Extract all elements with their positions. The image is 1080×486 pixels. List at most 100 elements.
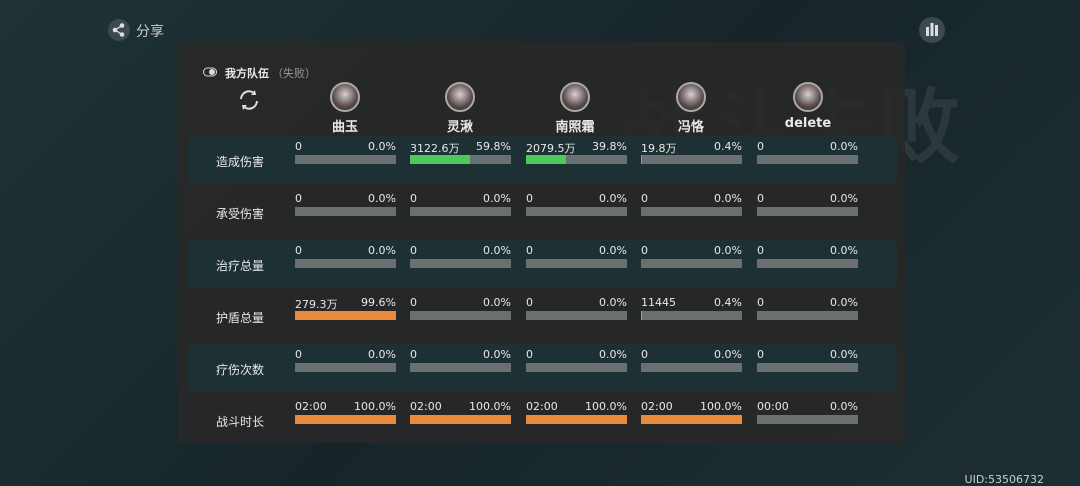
- cell-value: 0: [295, 140, 302, 153]
- cell-percent: 0.0%: [830, 140, 858, 153]
- player-name: 南照霜: [555, 120, 595, 135]
- player-name: 冯恪: [677, 120, 704, 135]
- cell-percent: 99.6%: [361, 296, 396, 309]
- cell-value: 0: [526, 192, 533, 205]
- cell-percent: 0.0%: [368, 192, 396, 205]
- percent-bar: [410, 415, 511, 424]
- uid: UID:53506732: [964, 473, 1044, 486]
- bar-track: [757, 207, 858, 216]
- cell-value: 11445: [641, 296, 676, 309]
- team-title: 我方队伍: [225, 67, 269, 80]
- bar-track: [641, 363, 742, 372]
- cell-percent: 0.0%: [830, 296, 858, 309]
- bar-track: [641, 311, 742, 320]
- row-label: 造成伤害: [215, 155, 264, 169]
- cell-value: 02:00: [410, 400, 442, 413]
- cell-value: 0: [295, 192, 302, 205]
- cell-percent: 0.0%: [714, 192, 742, 205]
- bar-track: [526, 363, 627, 372]
- bar-track: [410, 259, 511, 268]
- bar-track: [526, 155, 627, 164]
- percent-bar: [526, 415, 627, 424]
- bar-track: [641, 415, 742, 424]
- cell-percent: 100.0%: [354, 400, 396, 413]
- player-avatar: [793, 82, 823, 112]
- percent-bar: [526, 155, 567, 164]
- cell-value: 0: [410, 244, 417, 257]
- cell-value: 0: [641, 192, 648, 205]
- cell-value: 0: [410, 296, 417, 309]
- bar-track: [641, 259, 742, 268]
- cell-percent: 0.0%: [714, 348, 742, 361]
- percent-bar: [641, 415, 742, 424]
- refresh-icon[interactable]: [237, 88, 261, 112]
- cell-value: 0: [757, 140, 764, 153]
- bar-track: [757, 363, 858, 372]
- cell-value: 0: [295, 348, 302, 361]
- bar-track: [526, 207, 627, 216]
- player-avatar: [676, 82, 706, 112]
- player-avatar: [330, 82, 360, 112]
- cell-percent: 0.0%: [830, 348, 858, 361]
- bar-track: [410, 311, 511, 320]
- cell-value: 3122.6万: [410, 142, 460, 155]
- bar-track: [757, 259, 858, 268]
- cell-value: 02:00: [526, 400, 558, 413]
- cell-percent: 0.0%: [483, 244, 511, 257]
- cell-percent: 39.8%: [592, 140, 627, 153]
- bar-track: [295, 415, 396, 424]
- cell-percent: 100.0%: [585, 400, 627, 413]
- bar-track: [641, 155, 742, 164]
- cell-percent: 0.0%: [483, 192, 511, 205]
- cell-value: 0: [526, 296, 533, 309]
- cell-percent: 0.0%: [599, 192, 627, 205]
- bar-track: [526, 259, 627, 268]
- percent-bar: [410, 155, 471, 164]
- row-label: 疗伤次数: [215, 363, 264, 377]
- cell-value: 00:00: [757, 400, 789, 413]
- bar-track: [757, 311, 858, 320]
- row-label: 承受伤害: [215, 207, 264, 221]
- toggle-icon: [203, 67, 217, 77]
- cell-value: 0: [757, 296, 764, 309]
- cell-percent: 0.0%: [599, 296, 627, 309]
- bar-track: [641, 207, 742, 216]
- cell-value: 02:00: [295, 400, 327, 413]
- bar-track: [410, 155, 511, 164]
- stats-icon[interactable]: [918, 16, 946, 44]
- cell-value: 0: [757, 348, 764, 361]
- cell-percent: 100.0%: [700, 400, 742, 413]
- player-name: 灵湫: [446, 120, 473, 135]
- player-name: delete: [784, 116, 832, 131]
- bar-track: [526, 415, 627, 424]
- cell-value: 0: [641, 348, 648, 361]
- cell-percent: 0.0%: [368, 244, 396, 257]
- team-result: （失败）: [272, 67, 316, 80]
- bar-track: [410, 363, 511, 372]
- cell-percent: 0.4%: [714, 296, 742, 309]
- bar-track: [295, 363, 396, 372]
- bar-track: [295, 155, 396, 164]
- bar-track: [295, 311, 396, 320]
- cell-value: 0: [295, 244, 302, 257]
- share-icon[interactable]: [107, 18, 131, 42]
- cell-value: 2079.5万: [526, 142, 576, 155]
- cell-percent: 0.0%: [830, 400, 858, 413]
- cell-value: 0: [410, 192, 417, 205]
- cell-percent: 100.0%: [469, 400, 511, 413]
- cell-value: 0: [757, 244, 764, 257]
- player-avatar: [560, 82, 590, 112]
- row-label: 战斗时长: [215, 415, 264, 429]
- bar-track: [295, 259, 396, 268]
- bar-track: [757, 155, 858, 164]
- bar-track: [757, 415, 858, 424]
- bar-track: [526, 311, 627, 320]
- cell-percent: 59.8%: [476, 140, 511, 153]
- cell-value: 0: [526, 348, 533, 361]
- cell-percent: 0.0%: [483, 348, 511, 361]
- percent-bar: [295, 311, 396, 320]
- share-button[interactable]: 分享: [136, 24, 164, 40]
- cell-percent: 0.0%: [830, 244, 858, 257]
- cell-percent: 0.0%: [599, 348, 627, 361]
- cell-value: 02:00: [641, 400, 673, 413]
